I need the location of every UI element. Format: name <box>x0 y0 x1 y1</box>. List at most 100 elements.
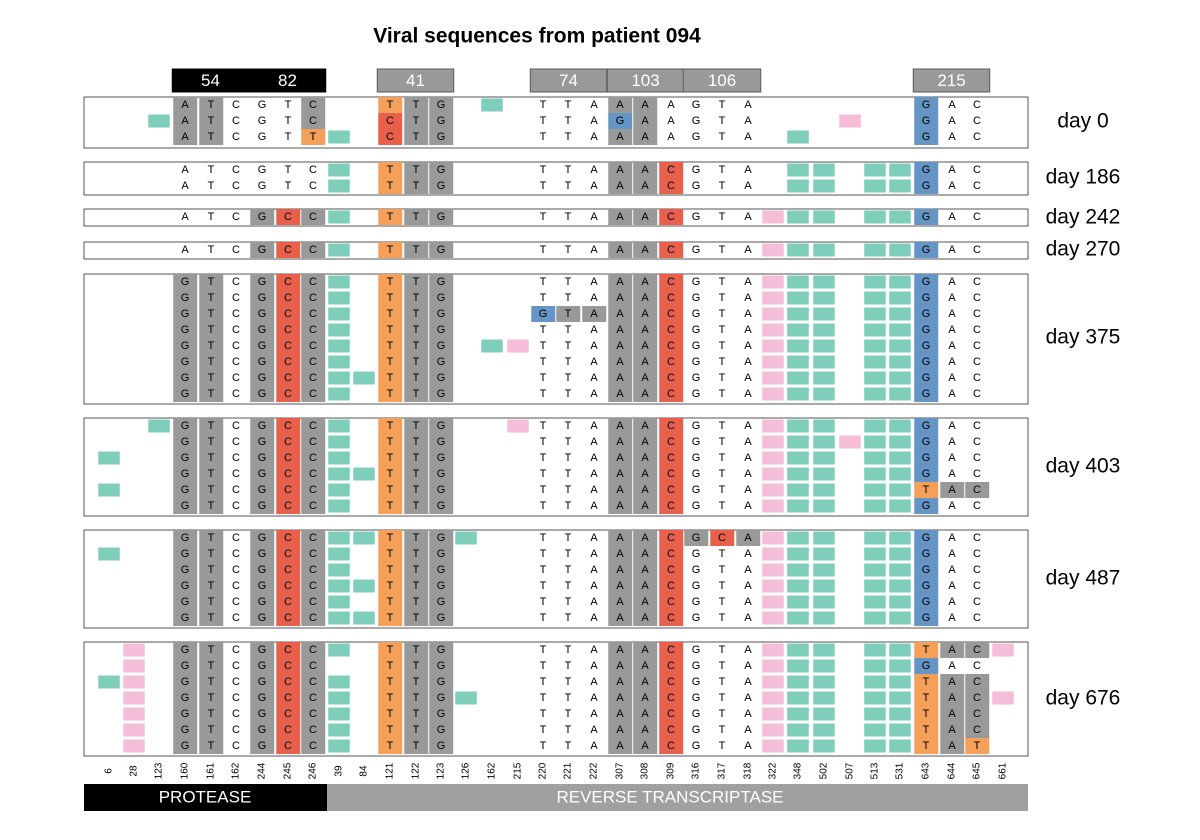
teal-variant-mark <box>864 675 886 689</box>
teal-variant-mark <box>481 98 503 112</box>
nucleotide-letter: A <box>948 676 956 688</box>
day-label: day 186 <box>1046 166 1121 189</box>
nucleotide-letter: A <box>948 596 956 608</box>
nucleotide-cell-bg <box>404 594 429 610</box>
teal-variant-mark <box>864 435 886 449</box>
nucleotide-letter: T <box>923 692 930 704</box>
nucleotide-letter: T <box>208 484 215 496</box>
nucleotide-letter: T <box>565 244 572 256</box>
teal-variant-mark <box>787 163 809 177</box>
nucleotide-cell-bg <box>429 578 454 594</box>
nucleotide-letter: T <box>565 180 572 192</box>
nucleotide-letter: G <box>437 308 446 320</box>
nucleotide-cell-bg <box>608 578 633 594</box>
teal-variant-mark <box>864 691 886 705</box>
nucleotide-letter: C <box>232 708 240 720</box>
nucleotide-letter: C <box>284 564 292 576</box>
nucleotide-letter: C <box>309 244 317 256</box>
nucleotide-letter: A <box>616 324 624 336</box>
position-label: 661 <box>998 762 1009 779</box>
nucleotide-cell-bg <box>429 370 454 386</box>
nucleotide-letter: A <box>641 564 649 576</box>
nucleotide-letter: C <box>667 308 675 320</box>
nucleotide-cell-bg <box>378 97 403 113</box>
teal-variant-mark <box>787 643 809 657</box>
nucleotide-cell-bg <box>404 674 429 690</box>
nucleotide-letter: G <box>181 660 190 672</box>
nucleotide-letter: C <box>309 420 317 432</box>
nucleotide-letter: C <box>232 500 240 512</box>
nucleotide-cell-bg <box>378 354 403 370</box>
nucleotide-cell-bg <box>199 434 224 450</box>
nucleotide-cell-bg <box>173 674 198 690</box>
nucleotide-cell-bg <box>633 498 658 514</box>
nucleotide-letter: T <box>208 99 215 111</box>
pink-variant-mark <box>762 339 784 353</box>
nucleotide-cell-bg <box>276 722 301 738</box>
position-label: 161 <box>206 762 217 779</box>
nucleotide-letter: G <box>692 692 701 704</box>
nucleotide-letter: A <box>744 548 752 560</box>
pink-variant-mark <box>762 595 784 609</box>
nucleotide-letter: G <box>692 180 701 192</box>
nucleotide-letter: A <box>744 468 752 480</box>
nucleotide-cell-bg <box>404 706 429 722</box>
nucleotide-letter: A <box>590 292 598 304</box>
nucleotide-cell-bg <box>250 354 275 370</box>
nucleotide-letter: A <box>616 708 624 720</box>
nucleotide-letter: G <box>692 372 701 384</box>
nucleotide-cell-bg <box>250 418 275 434</box>
nucleotide-letter: A <box>948 99 956 111</box>
nucleotide-cell-bg <box>914 530 939 546</box>
nucleotide-letter: T <box>208 532 215 544</box>
nucleotide-letter: T <box>208 708 215 720</box>
nucleotide-cell-bg <box>608 386 633 402</box>
nucleotide-cell-bg <box>199 658 224 674</box>
nucleotide-cell-bg <box>301 530 326 546</box>
nucleotide-cell-bg <box>404 97 429 113</box>
nucleotide-cell-bg <box>173 706 198 722</box>
teal-variant-mark <box>455 531 477 545</box>
nucleotide-letter: G <box>258 164 267 176</box>
nucleotide-letter: G <box>922 660 931 672</box>
day-block-frame <box>83 161 1029 196</box>
teal-variant-mark <box>813 467 835 481</box>
nucleotide-letter: C <box>667 612 675 624</box>
nucleotide-letter: T <box>719 244 726 256</box>
nucleotide-letter: G <box>692 644 701 656</box>
nucleotide-letter: A <box>948 276 956 288</box>
nucleotide-cell-bg <box>378 706 403 722</box>
nucleotide-letter: T <box>719 740 726 752</box>
pink-variant-mark <box>762 707 784 721</box>
teal-variant-mark <box>328 275 350 289</box>
nucleotide-letter: T <box>413 484 420 496</box>
nucleotide-cell-bg <box>608 690 633 706</box>
nucleotide-cell-bg <box>659 530 684 546</box>
position-label: 162 <box>487 762 498 779</box>
nucleotide-cell-bg <box>633 530 658 546</box>
nucleotide-letter: A <box>744 740 752 752</box>
nucleotide-cell-bg <box>659 306 684 322</box>
nucleotide-cell-bg <box>301 338 326 354</box>
nucleotide-letter: G <box>258 564 267 576</box>
nucleotide-letter: A <box>616 356 624 368</box>
nucleotide-letter: C <box>232 468 240 480</box>
nucleotide-cell-bg <box>429 562 454 578</box>
position-label: 307 <box>615 762 626 779</box>
pink-variant-mark <box>762 291 784 305</box>
nucleotide-cell-bg <box>633 578 658 594</box>
nucleotide-letter: T <box>923 740 930 752</box>
nucleotide-letter: T <box>719 644 726 656</box>
nucleotide-letter: A <box>744 115 752 127</box>
nucleotide-letter: C <box>284 388 292 400</box>
nucleotide-letter: T <box>208 308 215 320</box>
teal-variant-mark <box>889 483 911 497</box>
nucleotide-cell-bg <box>659 482 684 498</box>
nucleotide-letter: T <box>413 564 420 576</box>
nucleotide-cell-bg <box>173 322 198 338</box>
nucleotide-letter: T <box>565 692 572 704</box>
nucleotide-letter: T <box>387 548 394 560</box>
nucleotide-cell-bg <box>914 370 939 386</box>
nucleotide-cell-bg <box>914 722 939 738</box>
nucleotide-letter: C <box>232 308 240 320</box>
